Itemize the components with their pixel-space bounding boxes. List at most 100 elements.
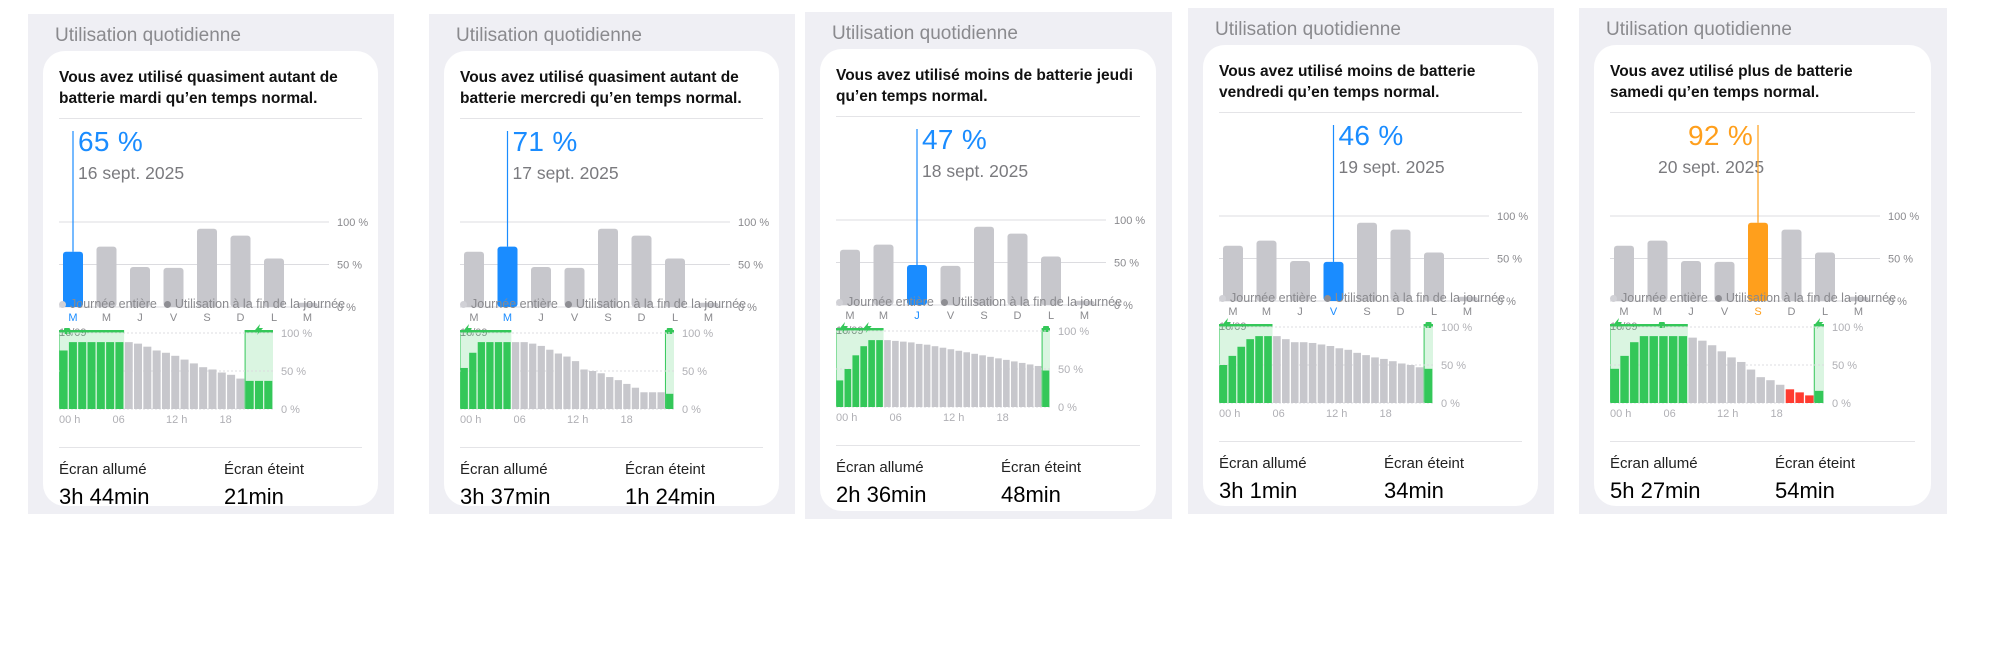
battery-level-bar[interactable] [171,355,180,409]
battery-level-bar[interactable] [115,342,124,409]
battery-level-bar[interactable] [1688,337,1697,403]
battery-level-bar[interactable] [979,355,986,407]
battery-level-bar[interactable] [876,340,883,407]
weekly-bar[interactable] [1748,222,1768,301]
weekly-bar[interactable] [907,265,927,305]
battery-level-bar[interactable] [1424,368,1433,403]
battery-level-bar[interactable] [640,392,648,409]
battery-level-bar[interactable] [245,380,254,409]
weekly-bar[interactable] [1457,296,1478,301]
battery-level-bar[interactable] [96,342,105,409]
weekly-bar[interactable] [1074,300,1095,305]
battery-level-bar[interactable] [892,340,899,407]
battery-level-bar[interactable] [106,342,115,409]
battery-level-bar[interactable] [606,377,614,409]
battery-level-bar[interactable] [1246,339,1254,403]
battery-level-bar[interactable] [900,341,907,407]
weekly-bar[interactable] [197,228,217,307]
battery-level-bar[interactable] [152,350,161,409]
weekly-bar[interactable] [1041,256,1061,305]
battery-level-bar[interactable] [563,356,571,409]
weekly-bar[interactable] [163,267,184,307]
battery-level-bar[interactable] [1219,365,1228,403]
battery-level-bar[interactable] [947,349,955,407]
weekly-bar[interactable] [1256,240,1277,301]
battery-level-bar[interactable] [1406,365,1415,403]
weekly-bar[interactable] [840,249,860,305]
battery-level-bar[interactable] [1282,339,1290,403]
battery-level-bar[interactable] [884,340,891,407]
battery-level-bar[interactable] [1805,395,1814,403]
battery-level-bar[interactable] [1737,361,1746,403]
battery-level-bar[interactable] [923,344,931,407]
battery-level-bar[interactable] [614,380,622,409]
battery-level-bar[interactable] [1707,345,1717,403]
battery-level-bar[interactable] [59,350,68,409]
battery-level-bar[interactable] [217,372,226,409]
weekly-bar[interactable] [1007,233,1028,305]
weekly-bar[interactable] [1290,261,1310,301]
battery-level-bar[interactable] [520,342,528,409]
battery-level-bar[interactable] [1766,380,1775,403]
weekly-bar[interactable] [1424,252,1444,301]
battery-level-bar[interactable] [836,380,844,407]
battery-level-bar[interactable] [1698,340,1707,403]
battery-level-bar[interactable] [1026,364,1034,407]
weekly-bar[interactable] [698,302,719,307]
battery-level-bar[interactable] [1034,365,1042,407]
battery-level-bar[interactable] [852,355,860,407]
battery-level-bar[interactable] [931,346,939,407]
battery-level-bar[interactable] [1678,336,1688,403]
weekly-bar[interactable] [631,235,652,307]
battery-level-bar[interactable] [1746,369,1756,403]
battery-level-bar[interactable] [1335,348,1344,403]
battery-level-bar[interactable] [180,359,189,409]
weekly-bar[interactable] [96,246,117,307]
battery-level-bar[interactable] [597,373,605,409]
battery-level-bar[interactable] [844,369,852,407]
battery-level-bar[interactable] [1353,352,1361,403]
battery-level-bar[interactable] [227,374,236,409]
weekly-bar[interactable] [940,265,961,305]
battery-level-bar[interactable] [860,346,868,407]
battery-level-bar[interactable] [907,342,915,407]
battery-level-bar[interactable] [1415,367,1424,403]
battery-level-bar[interactable] [1668,336,1678,403]
battery-level-bar[interactable] [1290,342,1299,403]
weekly-bar[interactable] [1390,229,1411,301]
battery-level-bar[interactable] [1326,346,1335,403]
battery-level-bar[interactable] [995,358,1002,407]
battery-level-bar[interactable] [199,367,208,409]
weekly-bar[interactable] [1357,222,1377,301]
battery-level-bar[interactable] [955,350,963,407]
battery-level-bar[interactable] [1273,336,1281,403]
battery-level-bar[interactable] [486,342,494,409]
battery-level-bar[interactable] [1255,336,1263,403]
battery-level-bar[interactable] [494,342,503,409]
battery-level-bar[interactable] [1228,355,1237,403]
battery-level-bar[interactable] [1344,349,1353,403]
battery-level-bar[interactable] [1317,344,1326,403]
battery-level-bar[interactable] [648,392,657,409]
battery-level-bar[interactable] [1389,361,1397,403]
weekly-bar[interactable] [1781,229,1802,301]
battery-level-bar[interactable] [477,342,485,409]
battery-level-bar[interactable] [1610,368,1620,403]
battery-level-bar[interactable] [589,371,597,409]
battery-level-bar[interactable] [1018,362,1026,407]
battery-level-bar[interactable] [1264,336,1272,403]
weekly-bar[interactable] [598,228,618,307]
weekly-bar[interactable] [63,251,83,307]
battery-level-bar[interactable] [915,343,923,407]
battery-level-bar[interactable] [1756,377,1765,403]
battery-level-bar[interactable] [1717,351,1727,403]
battery-level-bar[interactable] [254,380,263,409]
battery-level-bar[interactable] [1362,355,1370,403]
weekly-bar[interactable] [264,258,284,307]
battery-level-bar[interactable] [1630,342,1639,403]
battery-level-bar[interactable] [208,369,217,409]
battery-level-bar[interactable] [134,343,143,409]
battery-level-bar[interactable] [537,345,545,409]
battery-level-bar[interactable] [460,367,468,409]
battery-level-bar[interactable] [1299,342,1308,403]
